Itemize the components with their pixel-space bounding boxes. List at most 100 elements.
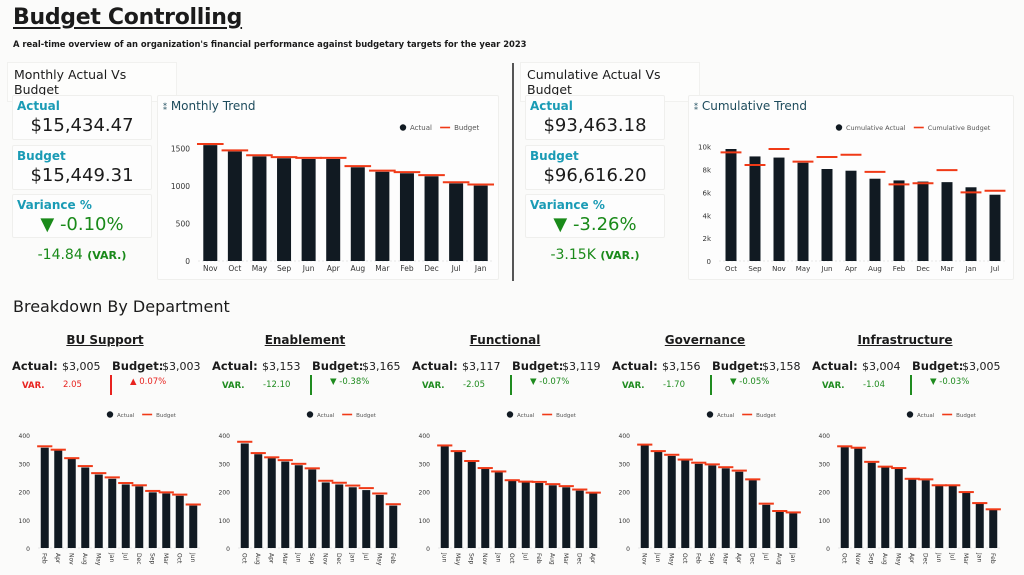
x-tick-label: Feb <box>535 553 542 564</box>
bar-actual <box>773 157 785 261</box>
dept-title[interactable]: Enablement <box>264 333 346 347</box>
bar-actual <box>252 156 267 261</box>
x-tick-label: May <box>894 553 901 566</box>
up-arrow-icon: ▲ <box>130 377 137 387</box>
cumulative-actual-card: Actual $93,463.18 <box>525 95 665 140</box>
legend-actual-label: Actual <box>917 413 935 419</box>
dept-title[interactable]: Functional <box>469 333 541 347</box>
bar-actual <box>389 505 398 548</box>
cumulative-budget-value: $96,616.20 <box>543 165 647 186</box>
y-tick-label: 0 <box>226 546 230 553</box>
down-arrow-icon: ▼ <box>930 377 937 387</box>
legend-actual-label: Actual <box>117 413 135 419</box>
dept-actual-value: $3,005 <box>62 360 101 373</box>
cumulative-trend-card: ⁑ Cumulative Trend 0 2k 4k 6k 8k 10k Cumulativ… <box>688 95 1014 280</box>
x-tick-label: Jun <box>654 552 661 563</box>
dept-budget-value: $3,003 <box>162 360 201 373</box>
bar-actual <box>667 455 676 548</box>
monthly-trend-card: ⁑ Monthly Trend 0 500 1000 1500 Actual Budget… <box>157 95 499 280</box>
dept-title[interactable]: BU Support <box>66 333 144 347</box>
dept-var-pct: ▼ -0.38% <box>330 377 370 387</box>
bar-actual <box>654 451 663 548</box>
bar-actual <box>348 487 357 548</box>
x-tick-label: Jul <box>521 552 528 561</box>
monthly-budget-label: Budget <box>17 149 66 163</box>
y-tick-label: 0 <box>185 257 190 266</box>
dept-var-pct: ▲ 0.07% <box>130 377 167 387</box>
x-tick-label: Dec <box>335 553 342 565</box>
pin-icon[interactable]: ⁑ <box>163 103 167 112</box>
bar-actual <box>562 487 571 548</box>
x-tick-label: Jun <box>440 552 447 563</box>
bar-actual <box>921 480 930 548</box>
legend-budget-label: Budget <box>156 413 177 419</box>
cumulative-variance-label: Variance % <box>530 198 605 212</box>
page-subtitle: A real-time overview of an organization'… <box>13 39 527 49</box>
x-tick-label: Dec <box>575 553 582 565</box>
legend-budget-label: Budget <box>556 413 577 419</box>
pin-icon[interactable]: ⁑ <box>694 103 698 112</box>
down-arrow-icon: ▼ <box>530 377 537 387</box>
bar-actual <box>681 460 690 548</box>
x-tick-label: Apr <box>327 264 341 273</box>
legend-actual-marker <box>506 411 514 418</box>
legend-actual-marker <box>706 411 714 418</box>
bar-actual <box>308 469 317 548</box>
y-tick-label: 400 <box>219 433 231 440</box>
bar-actual <box>335 484 344 548</box>
dept-title[interactable]: Infrastructure <box>857 333 953 347</box>
monthly-variance-label: Variance % <box>17 198 92 212</box>
x-tick-label: May <box>454 553 461 566</box>
y-tick-label: 0 <box>626 546 630 553</box>
bar-actual <box>508 480 517 548</box>
y-tick-label: 400 <box>19 433 31 440</box>
dept-budget-label: Budget: <box>312 359 364 373</box>
bar-actual <box>449 183 464 261</box>
x-tick-label: Jun <box>935 552 942 563</box>
x-tick-label: Jul <box>451 264 461 273</box>
x-tick-label: Feb <box>400 264 414 273</box>
legend-budget-label: Cumulative Budget <box>928 124 991 132</box>
y-tick-label: 100 <box>619 518 631 525</box>
dept-var-label: VAR. <box>222 381 245 391</box>
y-tick-label: 0 <box>26 546 30 553</box>
bar-actual <box>821 169 833 261</box>
y-tick-label: 300 <box>819 461 831 468</box>
x-tick-label: Apr <box>908 553 915 564</box>
x-tick-label: May <box>375 553 382 566</box>
cumulative-trend-title: ⁑ Cumulative Trend <box>694 99 807 113</box>
dept-budget-label: Budget: <box>512 359 564 373</box>
y-tick-label: 0 <box>426 546 430 553</box>
legend-budget-label: Budget <box>956 413 977 419</box>
y-tick-label: 200 <box>619 490 631 497</box>
y-tick-label: 1500 <box>171 145 190 154</box>
y-tick-label: 0 <box>826 546 830 553</box>
x-tick-label: Nov <box>640 553 647 565</box>
bar-actual <box>748 480 757 548</box>
y-tick-label: 300 <box>619 461 631 468</box>
bar-actual <box>721 468 730 548</box>
dept-actual-label: Actual: <box>212 359 258 373</box>
monthly-budget-card: Budget $15,449.31 <box>12 145 152 190</box>
bar-actual <box>399 173 414 261</box>
x-tick-label: Jun <box>189 552 196 563</box>
y-tick-label: 400 <box>419 433 431 440</box>
bar-actual <box>81 467 90 548</box>
x-tick-label: Oct <box>240 553 247 564</box>
x-tick-label: Aug <box>81 553 88 565</box>
bar-actual <box>881 467 890 548</box>
x-tick-label: Aug <box>868 265 882 273</box>
bar-actual <box>301 159 316 261</box>
dept-var-value: 2.05 <box>63 380 82 390</box>
bar-actual <box>735 471 744 548</box>
dept-title[interactable]: Governance <box>664 333 746 347</box>
cumulative-variance-value: ▼ -3.26% <box>553 214 637 235</box>
y-tick-label: 400 <box>619 433 631 440</box>
x-tick-label: Apr <box>54 553 61 564</box>
bar-actual <box>917 181 929 261</box>
dept-divider <box>310 375 312 395</box>
dept-trend-chart: 0 100 200 300 400 Actual Budget Oct Nov Sep Aug May… <box>819 411 1001 566</box>
x-tick-label: Feb <box>694 553 701 564</box>
bar-actual <box>94 474 103 548</box>
x-tick-label: Jan <box>494 552 501 562</box>
